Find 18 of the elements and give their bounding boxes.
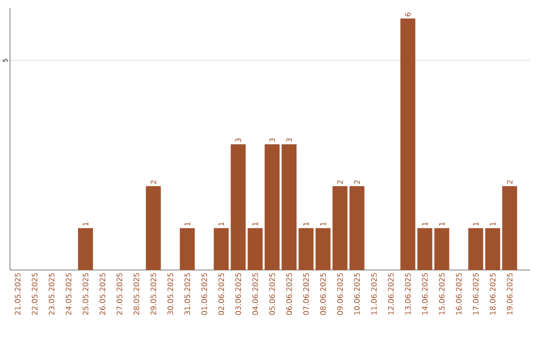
- bar: [485, 228, 500, 270]
- bar: [248, 228, 263, 270]
- bar: [316, 228, 330, 270]
- bar: [78, 228, 93, 270]
- bar: [349, 186, 364, 270]
- bar: [434, 228, 450, 270]
- bar: [282, 144, 297, 270]
- bar: [298, 228, 314, 270]
- bar: [468, 228, 484, 270]
- bar: [146, 186, 161, 270]
- bar: [332, 186, 348, 270]
- bar: [400, 18, 416, 270]
- bar: [264, 144, 280, 270]
- bar: [180, 228, 195, 270]
- bar: [230, 144, 246, 270]
- bar: [502, 186, 518, 270]
- bar: [214, 228, 229, 270]
- bar: [417, 228, 432, 270]
